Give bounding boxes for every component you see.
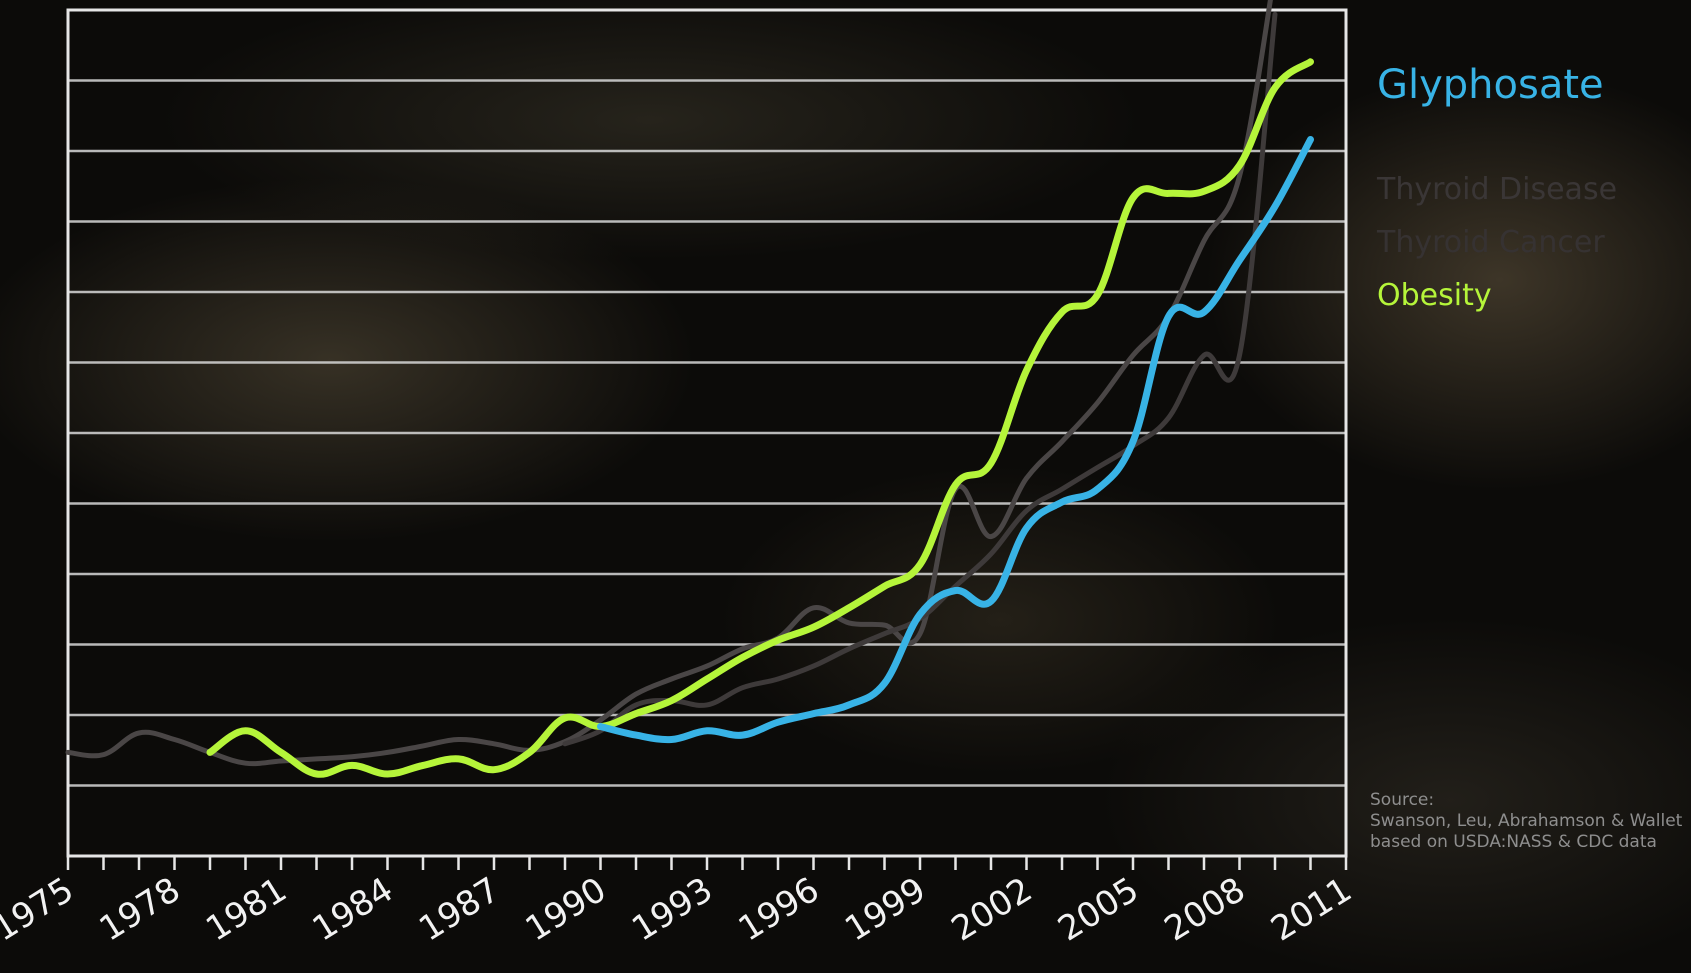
- source-note: Source: Swanson, Leu, Abrahamson & Walle…: [1370, 790, 1682, 853]
- series-line-glyphosate: [597, 136, 1314, 744]
- source-authors: Swanson, Leu, Abrahamson & Wallet: [1370, 811, 1683, 831]
- series-lines: [65, 0, 1314, 778]
- x-tick-label: 1999: [838, 870, 933, 950]
- source-label: Source:: [1370, 790, 1435, 810]
- gridlines: [68, 79, 1346, 787]
- x-tick-label: 2002: [945, 870, 1040, 950]
- x-tick-label: 1978: [93, 870, 188, 950]
- x-tick-label: 1975: [0, 870, 81, 950]
- series-line-thyroid-disease: [65, 0, 1273, 767]
- legend-item-thyroid-cancer: Thyroid Cancer: [1377, 225, 1605, 260]
- x-axis-ticks: 1975 1978 1981 1984 1987 1990 1993 1996 1999 2002…: [0, 856, 1359, 949]
- x-tick-label: 2011: [1264, 870, 1359, 950]
- legend-item-glyphosate: Glyphosate: [1377, 62, 1604, 108]
- legend-item-obesity: Obesity: [1377, 278, 1492, 313]
- x-tick-label: 1990: [519, 870, 614, 950]
- source-data-origin: based on USDA:NASS & CDC data: [1370, 832, 1657, 852]
- x-tick-label: 1996: [732, 870, 827, 950]
- x-tick-label: 2005: [1051, 870, 1146, 950]
- x-tick-label: 1981: [199, 870, 294, 950]
- x-tick-label: 1993: [625, 870, 720, 950]
- x-tick-label: 1987: [412, 870, 507, 950]
- x-tick-label: 2008: [1158, 870, 1253, 950]
- series-line-obesity: [206, 58, 1314, 778]
- x-tick-label: 1984: [306, 870, 401, 950]
- legend-item-thyroid-disease: Thyroid Disease: [1377, 172, 1618, 207]
